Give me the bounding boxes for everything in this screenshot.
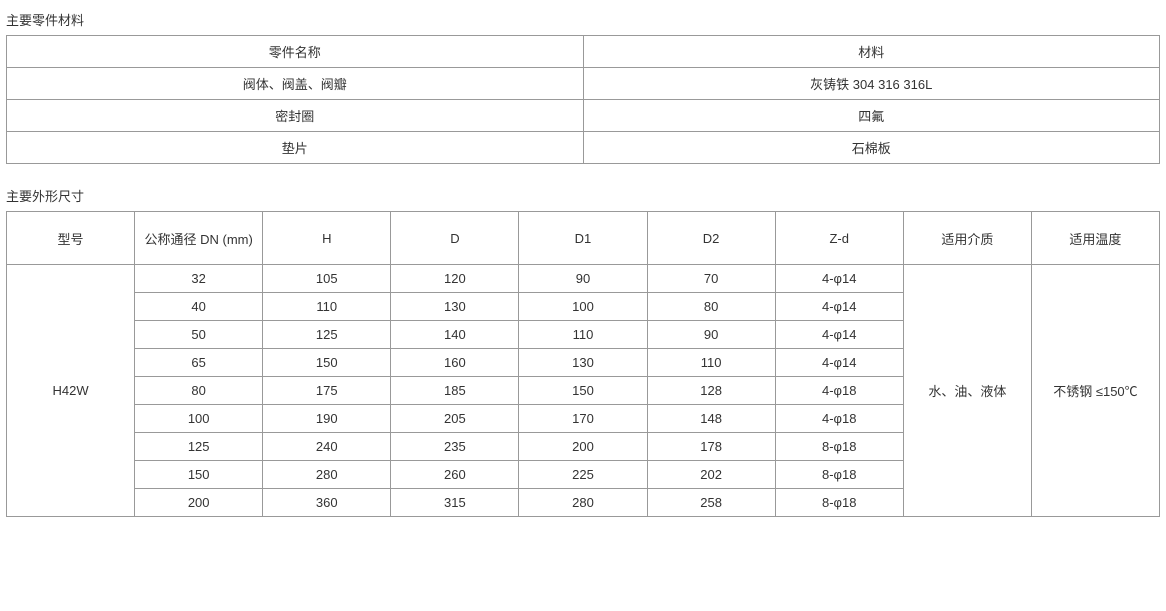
cell-temp: 不锈钢 ≤150℃ [1031,265,1159,517]
cell-h: 360 [263,489,391,517]
table-row: H42W 32 105 120 90 70 4-φ14 水、油、液体 不锈钢 ≤… [7,265,1160,293]
cell-dn: 40 [135,293,263,321]
cell-d: 205 [391,405,519,433]
cell-material: 四氟 [583,100,1160,132]
cell-d1: 200 [519,433,647,461]
cell-zd: 4-φ14 [775,265,903,293]
cell-d1: 110 [519,321,647,349]
cell-zd: 8-φ18 [775,433,903,461]
col-header-temp: 适用温度 [1031,212,1159,265]
cell-zd: 4-φ14 [775,349,903,377]
cell-d2: 80 [647,293,775,321]
cell-d: 260 [391,461,519,489]
cell-d1: 150 [519,377,647,405]
col-header-d: D [391,212,519,265]
cell-dn: 32 [135,265,263,293]
cell-model: H42W [7,265,135,517]
cell-d: 160 [391,349,519,377]
cell-zd: 4-φ14 [775,293,903,321]
cell-part: 阀体、阀盖、阀瓣 [7,68,584,100]
cell-h: 105 [263,265,391,293]
cell-h: 280 [263,461,391,489]
cell-dn: 80 [135,377,263,405]
table-row: 零件名称 材料 [7,36,1160,68]
table-row: 阀体、阀盖、阀瓣 灰铸铁 304 316 316L [7,68,1160,100]
cell-material: 石棉板 [583,132,1160,164]
cell-h: 240 [263,433,391,461]
cell-material: 灰铸铁 304 316 316L [583,68,1160,100]
cell-zd: 8-φ18 [775,489,903,517]
col-header-media: 适用介质 [903,212,1031,265]
col-header-zd: Z-d [775,212,903,265]
cell-d2: 178 [647,433,775,461]
cell-d: 120 [391,265,519,293]
materials-table: 零件名称 材料 阀体、阀盖、阀瓣 灰铸铁 304 316 316L 密封圈 四氟… [6,35,1160,164]
table-row: 垫片 石棉板 [7,132,1160,164]
cell-d2: 258 [647,489,775,517]
cell-d1: 170 [519,405,647,433]
cell-d1: 90 [519,265,647,293]
cell-d1: 225 [519,461,647,489]
cell-media: 水、油、液体 [903,265,1031,517]
materials-title: 主要零件材料 [6,10,1160,29]
cell-d1: 100 [519,293,647,321]
table-row: 密封圈 四氟 [7,100,1160,132]
cell-h: 110 [263,293,391,321]
cell-part: 垫片 [7,132,584,164]
cell-zd: 4-φ18 [775,377,903,405]
table-row: 型号 公称通径 DN (mm) H D D1 D2 Z-d 适用介质 适用温度 [7,212,1160,265]
cell-part: 密封圈 [7,100,584,132]
cell-zd: 4-φ14 [775,321,903,349]
cell-zd: 4-φ18 [775,405,903,433]
cell-h: 175 [263,377,391,405]
cell-d2: 90 [647,321,775,349]
dimensions-table: 型号 公称通径 DN (mm) H D D1 D2 Z-d 适用介质 适用温度 … [6,211,1160,517]
cell-h: 190 [263,405,391,433]
cell-d: 130 [391,293,519,321]
cell-dn: 125 [135,433,263,461]
col-header-dn: 公称通径 DN (mm) [135,212,263,265]
cell-dn: 200 [135,489,263,517]
col-header-model: 型号 [7,212,135,265]
cell-d: 185 [391,377,519,405]
cell-d2: 202 [647,461,775,489]
cell-d2: 148 [647,405,775,433]
cell-h: 125 [263,321,391,349]
col-header-material: 材料 [583,36,1160,68]
col-header-part: 零件名称 [7,36,584,68]
cell-d1: 130 [519,349,647,377]
cell-d: 235 [391,433,519,461]
cell-d2: 128 [647,377,775,405]
cell-dn: 150 [135,461,263,489]
cell-d: 140 [391,321,519,349]
cell-d1: 280 [519,489,647,517]
col-header-d2: D2 [647,212,775,265]
cell-d: 315 [391,489,519,517]
dimensions-title: 主要外形尺寸 [6,186,1160,205]
cell-dn: 65 [135,349,263,377]
col-header-h: H [263,212,391,265]
cell-dn: 100 [135,405,263,433]
cell-h: 150 [263,349,391,377]
cell-d2: 70 [647,265,775,293]
cell-dn: 50 [135,321,263,349]
col-header-d1: D1 [519,212,647,265]
cell-d2: 110 [647,349,775,377]
cell-zd: 8-φ18 [775,461,903,489]
